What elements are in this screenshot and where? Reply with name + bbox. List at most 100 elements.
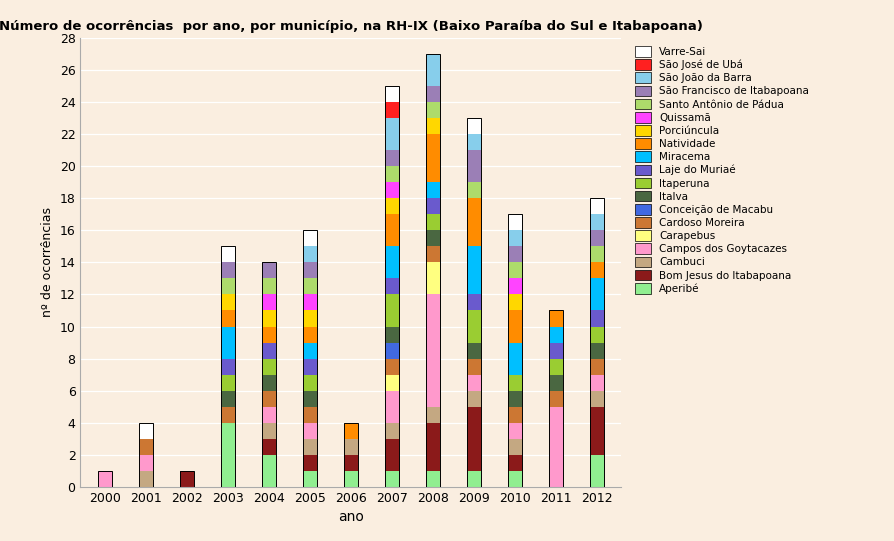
Bar [262,342,276,359]
Bar [467,407,481,471]
Bar [343,471,358,487]
Bar [180,471,194,487]
Bar [549,342,563,359]
Bar [549,374,563,391]
Bar [549,311,563,327]
Bar [139,423,153,439]
Bar [384,439,399,471]
Bar [549,407,563,487]
Bar [303,391,317,407]
Bar [426,423,440,471]
Bar [384,118,399,150]
Bar [384,374,399,391]
Bar [508,374,522,391]
Bar [589,198,604,214]
Bar [384,86,399,487]
Bar [467,391,481,407]
Bar [426,246,440,262]
Bar [426,214,440,230]
Bar [221,374,235,391]
Bar [384,166,399,182]
Bar [426,407,440,423]
Bar [262,262,276,279]
Bar [467,150,481,182]
Bar [384,102,399,118]
Bar [384,327,399,342]
Bar [508,455,522,471]
Bar [262,359,276,374]
Bar [384,150,399,166]
Bar [139,471,153,487]
Bar [384,294,399,327]
Bar [343,423,358,487]
Bar [549,391,563,407]
Bar [467,374,481,391]
Bar [303,455,317,471]
Bar [221,262,235,279]
Bar [589,214,604,230]
Bar [139,455,153,471]
Bar [467,246,481,294]
Bar [589,359,604,374]
Bar [303,262,317,279]
Bar [262,455,276,487]
Bar [221,246,235,262]
Bar [508,262,522,279]
Bar [343,439,358,455]
Bar [589,198,604,487]
Bar [426,54,440,487]
Bar [426,182,440,198]
Bar [426,134,440,182]
Bar [262,279,276,294]
Bar [549,327,563,342]
Bar [467,118,481,134]
Bar [589,262,604,279]
Bar [467,359,481,374]
Bar [303,279,317,294]
Bar [221,327,235,359]
Bar [508,246,522,262]
Bar [589,374,604,391]
Bar [589,279,604,311]
Bar [426,471,440,487]
Bar [343,423,358,439]
Bar [508,214,522,487]
Bar [180,471,194,487]
Bar [221,294,235,311]
Bar [467,118,481,487]
Bar [589,407,604,455]
Bar [303,294,317,311]
Bar [508,311,522,342]
Bar [549,311,563,487]
Bar [384,342,399,359]
Bar [303,439,317,455]
Bar [303,327,317,342]
Bar [139,439,153,455]
Bar [589,342,604,359]
Bar [303,311,317,327]
X-axis label: ano: ano [338,510,364,524]
Bar [221,391,235,407]
Bar [426,262,440,294]
Bar [262,391,276,407]
Bar [303,230,317,246]
Bar [467,311,481,342]
Bar [384,86,399,102]
Bar [221,359,235,374]
Bar [384,198,399,214]
Title: Número de ocorrências  por ano, por município, na RH-IX (Baixo Paraíba do Sul e : Número de ocorrências por ano, por munic… [0,19,703,32]
Bar [384,182,399,198]
Bar [262,327,276,342]
Bar [97,471,113,487]
Bar [508,214,522,230]
Bar [221,279,235,294]
Bar [467,134,481,150]
Bar [426,230,440,246]
Bar [426,54,440,86]
Bar [303,407,317,423]
Bar [384,246,399,279]
Bar [221,246,235,487]
Bar [589,230,604,246]
Bar [426,118,440,134]
Bar [589,391,604,407]
